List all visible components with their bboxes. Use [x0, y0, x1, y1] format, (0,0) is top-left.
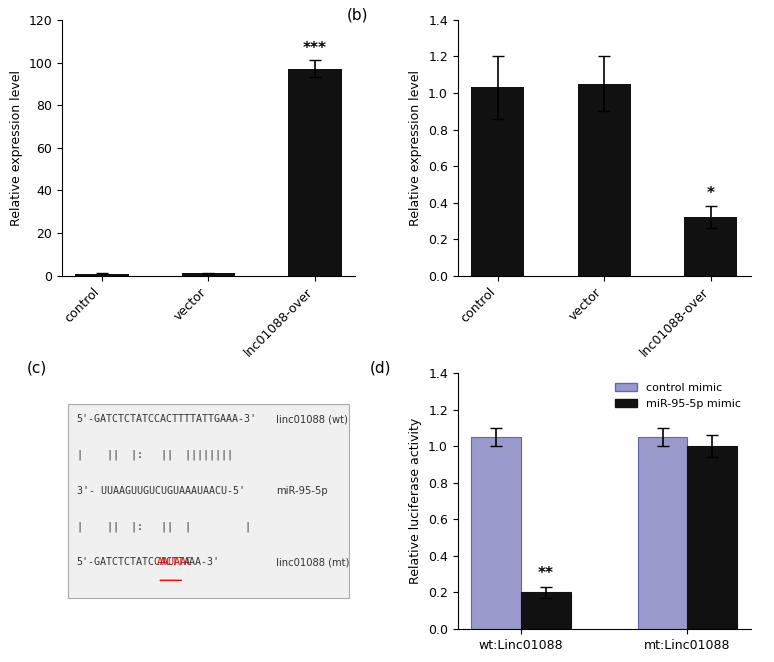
Text: 5'-GATCTCTATCCACTTTTATTGAAA-3': 5'-GATCTCTATCCACTTTTATTGAAA-3': [77, 414, 256, 424]
Y-axis label: Relative luciferase activity: Relative luciferase activity: [409, 418, 423, 584]
Text: |    ||  |:   ||  ||||||||: | || |: || ||||||||: [77, 449, 232, 460]
Bar: [687, 446, 738, 629]
Text: (b): (b): [346, 7, 368, 22]
Text: linc01088 (mt): linc01088 (mt): [276, 557, 349, 567]
FancyBboxPatch shape: [68, 404, 349, 598]
Bar: [471, 87, 524, 276]
Bar: [577, 84, 631, 276]
Text: linc01088 (wt): linc01088 (wt): [276, 414, 348, 424]
Text: (d): (d): [370, 360, 391, 375]
Bar: [471, 437, 521, 629]
Text: AAUAAC: AAUAAC: [157, 557, 194, 567]
Bar: [182, 273, 235, 276]
Y-axis label: Relative expression level: Relative expression level: [10, 70, 22, 226]
Text: |    ||  |:   ||  |         |: | || |: || | |: [77, 521, 251, 532]
Text: 5'-GATCTCTATCCACTT: 5'-GATCTCTATCCACTT: [77, 557, 184, 567]
Bar: [289, 69, 342, 276]
Text: 3'- UUAAGUUGUCUGUAAAUAACU-5': 3'- UUAAGUUGUCUGUAAAUAACU-5': [77, 486, 245, 496]
Text: **: **: [538, 567, 554, 581]
Text: *: *: [707, 186, 715, 201]
Bar: [75, 273, 128, 276]
Bar: [638, 437, 687, 629]
Bar: [684, 217, 738, 276]
Text: miR-95-5p: miR-95-5p: [276, 486, 327, 496]
Text: ***: ***: [303, 41, 327, 56]
Text: (c): (c): [27, 360, 47, 375]
Y-axis label: Relative expression level: Relative expression level: [409, 70, 423, 226]
Legend: control mimic, miR-95-5p mimic: control mimic, miR-95-5p mimic: [610, 379, 745, 413]
Text: AAA-3': AAA-3': [184, 557, 221, 567]
Bar: [521, 592, 571, 629]
